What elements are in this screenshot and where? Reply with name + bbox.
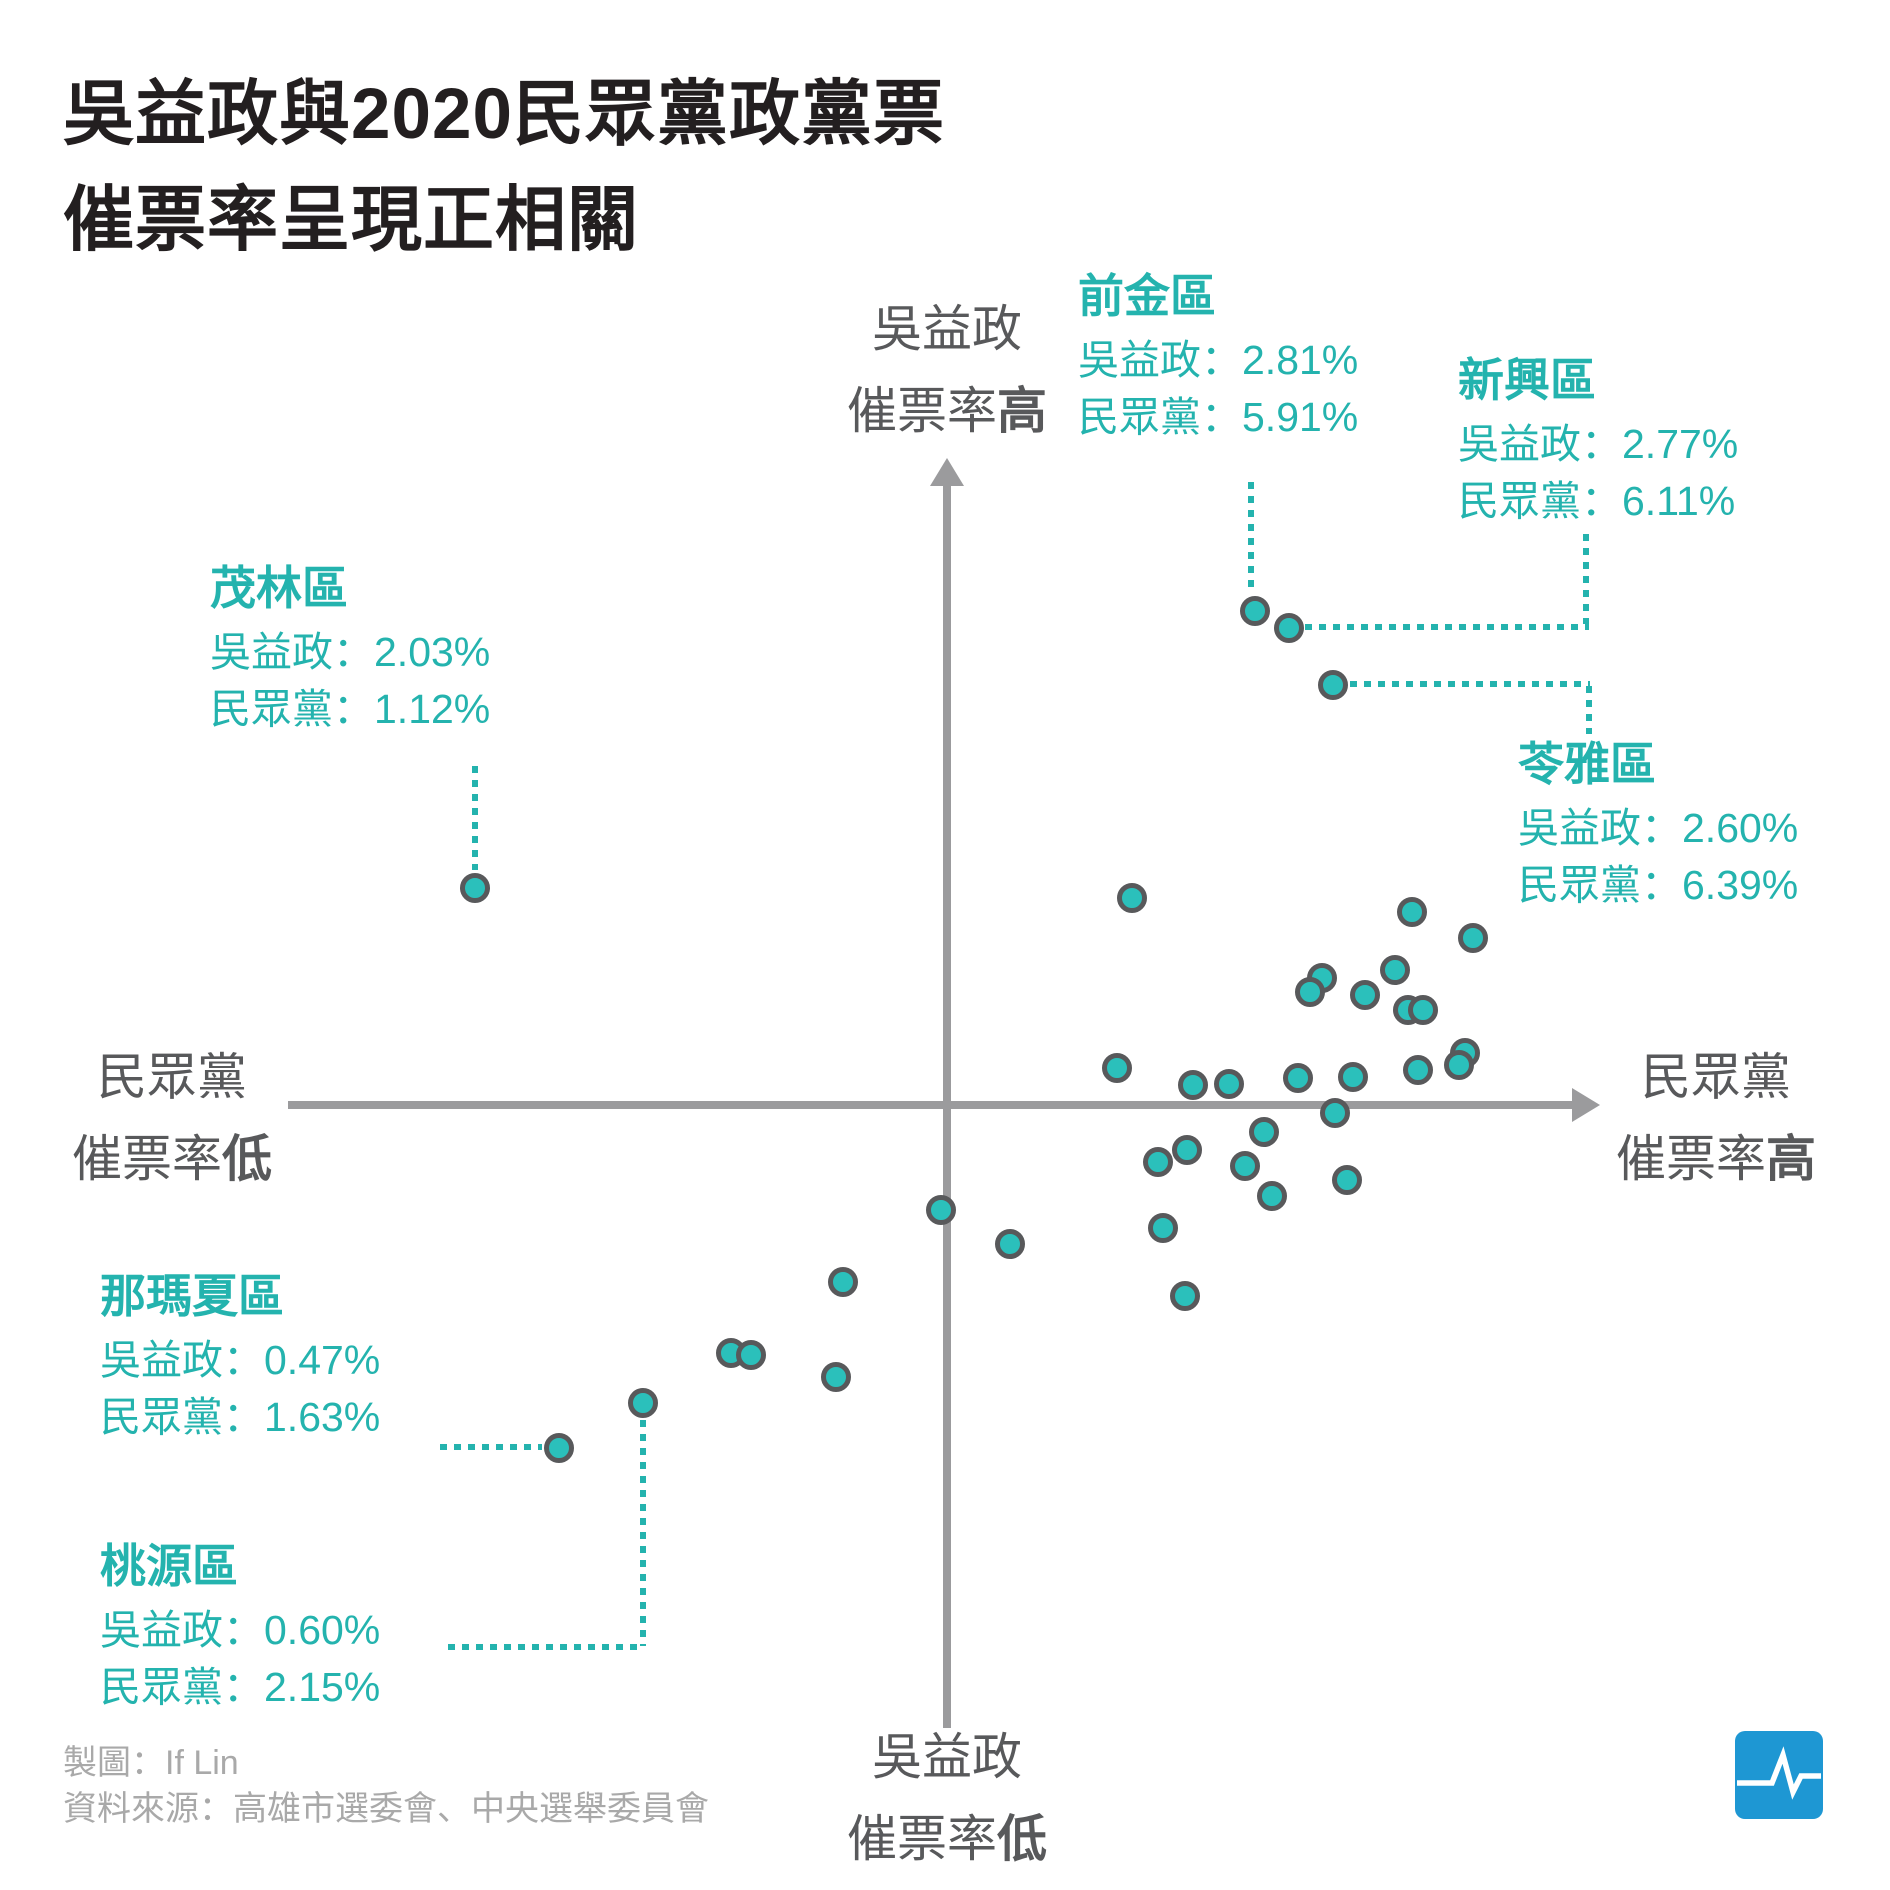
connector-taoyuan-vertical	[640, 1420, 646, 1646]
scatter-point	[1172, 1135, 1202, 1165]
annotation-taoyuan-name: 桃源區	[100, 1540, 238, 1592]
scatter-point-那瑪夏區	[544, 1433, 574, 1463]
scatter-point	[1170, 1281, 1200, 1311]
scatter-point	[1249, 1117, 1279, 1147]
scatter-point	[1332, 1165, 1362, 1195]
annotation-lingya-party: 民眾黨：6.39%	[1518, 862, 1799, 908]
scatter-point	[995, 1229, 1025, 1259]
title-line-1: 吳益政與2020民眾黨政黨票	[63, 75, 945, 154]
connector-taoyuan-horizontal	[448, 1644, 638, 1650]
annotation-namaxia-name: 那瑪夏區	[100, 1270, 284, 1322]
annotation-lingya-wu: 吳益政：2.60%	[1518, 805, 1799, 851]
x-axis-label-low-prefix: 催票率	[72, 1131, 222, 1187]
y-axis-label-low-emph: 低	[997, 1811, 1047, 1867]
annotation-qianjin-name: 前金區	[1078, 270, 1216, 322]
footer: 製圖：If Lin 資料來源：高雄市選委會、中央選舉委員會	[63, 1740, 709, 1832]
x-axis-label-high-line1: 民眾黨	[1641, 1049, 1791, 1105]
x-axis-label-low-line1: 民眾黨	[97, 1049, 247, 1105]
annotation-maolin-name: 茂林區	[210, 562, 348, 614]
connector-qianjin	[1248, 482, 1254, 594]
scatter-point	[1117, 883, 1147, 913]
annotation-taoyuan: 桃源區 吳益政：0.60% 民眾黨：2.15%	[100, 1538, 380, 1716]
annotation-namaxia: 那瑪夏區 吳益政：0.47% 民眾黨：1.63%	[100, 1268, 380, 1446]
scatter-point	[821, 1362, 851, 1392]
y-axis-label-low: 吳益政 催票率低	[787, 1716, 1107, 1880]
annotation-lingya-name: 苓雅區	[1518, 738, 1656, 790]
scatter-point	[1257, 1181, 1287, 1211]
scatter-point	[1295, 977, 1325, 1007]
scatter-point-桃源區	[628, 1388, 658, 1418]
scatter-point	[1397, 897, 1427, 927]
annotation-lingya: 苓雅區 吳益政：2.60% 民眾黨：6.39%	[1518, 736, 1798, 914]
scatter-point	[1403, 1055, 1433, 1085]
scatter-point	[1178, 1070, 1208, 1100]
scatter-point	[1283, 1063, 1313, 1093]
annotation-xinxing-party: 民眾黨：6.11%	[1458, 478, 1736, 524]
annotation-taoyuan-wu: 吳益政：0.60%	[100, 1607, 381, 1653]
scatter-point-茂林區	[460, 873, 490, 903]
scatter-point	[1338, 1062, 1368, 1092]
connector-maolin	[472, 766, 478, 870]
scatter-point	[1148, 1213, 1178, 1243]
scatter-point	[1350, 980, 1380, 1010]
y-axis-label-high: 吳益政 催票率高	[787, 288, 1107, 452]
scatter-point	[736, 1340, 766, 1370]
scatter-point	[1214, 1069, 1244, 1099]
annotation-xinxing-wu: 吳益政：2.77%	[1458, 421, 1739, 467]
annotation-taoyuan-party: 民眾黨：2.15%	[100, 1664, 381, 1710]
annotation-namaxia-party: 民眾黨：1.63%	[100, 1394, 381, 1440]
annotation-xinxing-name: 新興區	[1458, 354, 1596, 406]
x-axis-line	[288, 1101, 1578, 1109]
scatter-point	[1230, 1151, 1260, 1181]
page-title: 吳益政與2020民眾黨政黨票 催票率呈現正相關	[63, 62, 945, 274]
scatter-point	[926, 1195, 956, 1225]
x-axis-label-low-emph: 低	[222, 1131, 272, 1187]
annotation-maolin-party: 民眾黨：1.12%	[210, 686, 491, 732]
x-axis-label-low: 民眾黨 催票率低	[12, 1036, 332, 1200]
annotation-qianjin: 前金區 吳益政：2.81% 民眾黨：5.91%	[1078, 268, 1358, 446]
annotation-qianjin-wu: 吳益政：2.81%	[1078, 337, 1359, 383]
y-axis-label-low-prefix: 催票率	[847, 1811, 997, 1867]
connector-namaxia	[440, 1444, 542, 1450]
scatter-point-苓雅區	[1318, 670, 1348, 700]
connector-xinxing-horizontal	[1305, 624, 1589, 630]
annotation-namaxia-wu: 吳益政：0.47%	[100, 1337, 381, 1383]
scatter-point-新興區	[1274, 613, 1304, 643]
scatter-point-前金區	[1240, 596, 1270, 626]
scatter-point	[1143, 1147, 1173, 1177]
y-axis-label-high-emph: 高	[997, 383, 1047, 439]
connector-lingya-vertical	[1586, 686, 1592, 734]
scatter-point	[1102, 1053, 1132, 1083]
connector-lingya-horizontal	[1350, 681, 1590, 687]
title-line-2: 催票率呈現正相關	[63, 181, 640, 260]
news-lens-pulse-logo-icon	[1735, 1731, 1823, 1819]
scatter-point	[828, 1267, 858, 1297]
y-axis-label-high-line1: 吳益政	[872, 301, 1022, 357]
footer-credit: 製圖：If Lin	[63, 1744, 239, 1782]
scatter-point	[1408, 995, 1438, 1025]
y-axis-label-low-line1: 吳益政	[872, 1729, 1022, 1785]
y-axis-label-high-prefix: 催票率	[847, 383, 997, 439]
annotation-xinxing: 新興區 吳益政：2.77% 民眾黨：6.11%	[1458, 352, 1738, 530]
footer-source: 資料來源：高雄市選委會、中央選舉委員會	[63, 1790, 709, 1828]
y-axis-arrow-icon	[930, 458, 964, 486]
connector-xinxing-vertical	[1583, 534, 1589, 624]
scatter-point	[1320, 1098, 1350, 1128]
annotation-maolin: 茂林區 吳益政：2.03% 民眾黨：1.12%	[210, 560, 490, 738]
scatter-point	[1380, 955, 1410, 985]
annotation-qianjin-party: 民眾黨：5.91%	[1078, 394, 1359, 440]
scatter-point	[1458, 923, 1488, 953]
x-axis-arrow-icon	[1572, 1088, 1600, 1122]
scatter-point	[1444, 1050, 1474, 1080]
x-axis-label-high-emph: 高	[1766, 1131, 1816, 1187]
x-axis-label-high-prefix: 催票率	[1616, 1131, 1766, 1187]
annotation-maolin-wu: 吳益政：2.03%	[210, 629, 491, 675]
x-axis-label-high: 民眾黨 催票率高	[1556, 1036, 1876, 1200]
